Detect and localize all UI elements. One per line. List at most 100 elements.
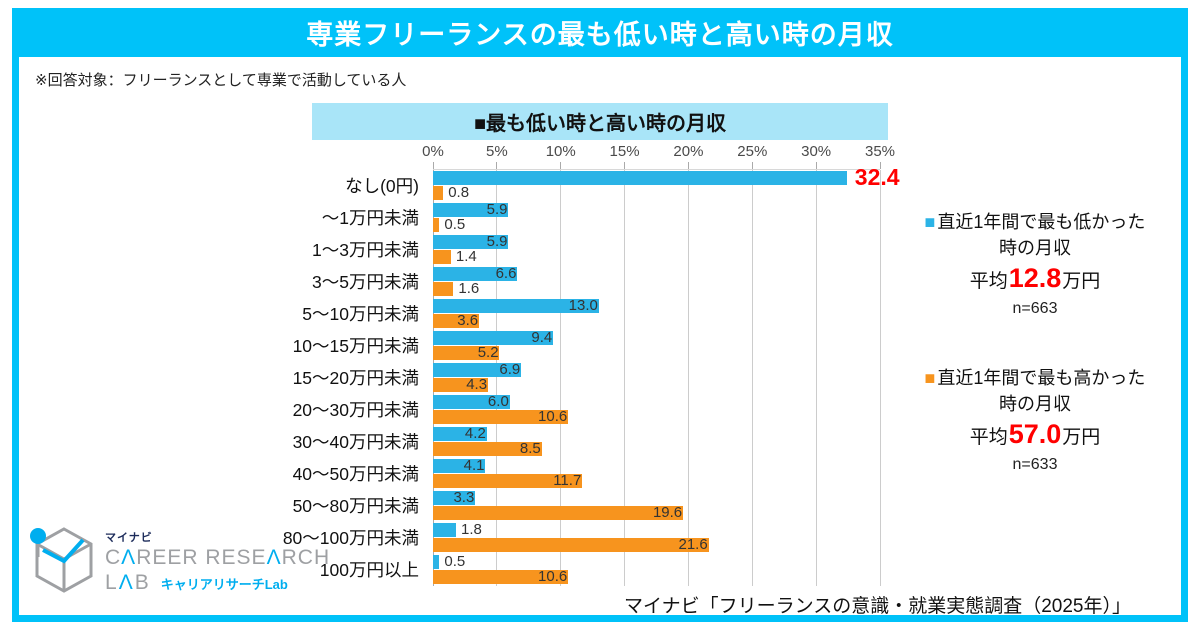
x-axis-label: 35% — [864, 143, 896, 160]
legend-low-marker-icon: ■ — [924, 212, 936, 232]
legend-highest-income: ■ 直近1年間で最も高かった 時の月収 平均57.0万円 n=633 — [889, 365, 1181, 475]
bar-group: 13.0 3.6 — [433, 297, 880, 329]
gridline — [496, 170, 498, 586]
bar-highest: 19.6 — [433, 503, 880, 521]
bar-lowest: 9.4 — [433, 328, 880, 346]
legend-high-average: 平均57.0万円 — [889, 417, 1181, 455]
value-label: 10.6 — [538, 567, 568, 585]
bar-fill — [433, 217, 440, 232]
bar-lowest: 5.9 — [433, 232, 880, 250]
bar-fill — [433, 441, 542, 456]
x-axis-label: 15% — [609, 143, 640, 160]
category-label: 5～10万円未満 — [302, 303, 419, 324]
bar-fill — [433, 281, 454, 296]
bar-highest: 21.6 — [433, 536, 880, 552]
category-label: 3～5万円未満 — [312, 271, 419, 292]
bar-highest: 10.6 — [433, 408, 880, 424]
legend-high-sample-size: n=633 — [1012, 456, 1058, 473]
bar-lowest: 13.0 — [433, 296, 880, 314]
legend-high-avg-value: 57.0 — [1008, 419, 1062, 449]
gridline — [815, 170, 817, 586]
bar-highest: 1.6 — [433, 280, 880, 296]
chart-row: 50～80万円未満 3.3 19.6 — [19, 489, 880, 521]
bar-group: 3.3 19.6 — [433, 489, 880, 521]
category-label: 80～100万円未満 — [282, 527, 419, 548]
bar-lowest: 0.5 — [433, 553, 880, 569]
legend-low-avg-value: 12.8 — [1008, 263, 1062, 293]
bar-fill — [433, 505, 684, 520]
bar-fill — [433, 537, 709, 552]
x-axis-label: 30% — [801, 143, 832, 160]
bar-lowest: 6.0 — [433, 393, 880, 409]
legend-high-line2: 時の月収 — [999, 394, 1071, 414]
content-area: ※回答対象：フリーランスとして専業で活動している人 ■最も低い時と高い時の月収 … — [19, 57, 1181, 617]
value-label: 6.9 — [499, 360, 521, 378]
bar-lowest: 1.8 — [433, 520, 880, 538]
career-research-lab-logo: マイナビ CΛREER RESEΛRCH LΛB キャリアリサーチLab — [29, 523, 330, 599]
logo-lab-row: LΛB キャリアリサーチLab — [105, 571, 330, 595]
bar-fill — [433, 554, 440, 569]
bar-lowest: 4.2 — [433, 425, 880, 441]
legend-high-marker-icon: ■ — [924, 368, 936, 388]
bar-fill — [433, 377, 488, 392]
logo-brand: マイナビ — [105, 532, 153, 544]
bar-group: 9.4 5.2 — [433, 329, 880, 361]
bar-fill — [433, 362, 522, 377]
bar-fill — [433, 394, 510, 409]
category-label: ～1万円未満 — [321, 207, 419, 228]
gridline — [560, 170, 562, 586]
logo-text: マイナビ CΛREER RESEΛRCH LΛB キャリアリサーチLab — [105, 523, 330, 595]
chart-row: 3～5万円未満 6.6 1.6 — [19, 265, 880, 297]
value-label: 9.4 — [531, 328, 553, 346]
bar-highest: 1.4 — [433, 248, 880, 264]
gridline — [879, 170, 881, 586]
x-axis-label: 5% — [486, 143, 508, 160]
x-axis-label: 20% — [673, 143, 704, 160]
bar-fill — [433, 473, 583, 488]
bar-group: 1.8 21.6 — [433, 521, 880, 553]
bar-group: 5.9 1.4 — [433, 233, 880, 265]
page-title: 専業フリーランスの最も低い時と高い時の月収 — [306, 20, 894, 50]
bar-chart: なし(0円) 32.4 0.8 ～1万円未満 5.9 0.5 1～3万円未満 5.9 1.4 3～… — [19, 165, 900, 586]
value-label: 13.0 — [568, 296, 598, 314]
gridline — [687, 170, 689, 586]
career-research-lab-logo-icon — [30, 527, 93, 593]
bar-group: 6.6 1.6 — [433, 265, 880, 297]
category-label: 20～30万円未満 — [292, 399, 419, 420]
legend-low-average: 平均12.8万円 — [889, 261, 1181, 299]
value-label: 32.4 — [854, 163, 900, 190]
chart-header-band: ■最も低い時と高い時の月収 — [312, 103, 888, 140]
value-label: 5.2 — [477, 343, 499, 361]
bar-lowest: 4.1 — [433, 457, 880, 473]
logo-letter: L — [105, 571, 119, 594]
bar-group: 4.2 8.5 — [433, 425, 880, 457]
value-label: 3.6 — [457, 311, 479, 329]
value-label: 1.8 — [460, 520, 482, 538]
x-axis-label: 25% — [737, 143, 768, 160]
category-label: 10～15万円未満 — [292, 335, 419, 356]
logo-subtitle: キャリアリサーチLab — [160, 576, 288, 592]
x-axis-tick — [879, 162, 881, 169]
value-label: 11.7 — [553, 471, 582, 489]
value-label: 19.6 — [652, 503, 683, 521]
bar-fill — [433, 409, 569, 424]
bar-fill — [433, 234, 509, 249]
x-axis-tick — [560, 162, 562, 169]
value-label: 6.6 — [495, 264, 517, 282]
category-label: 15～20万円未満 — [292, 367, 419, 388]
bar-highest: 3.6 — [433, 311, 880, 329]
logo-lab: LΛB — [105, 571, 151, 595]
value-label: 5.9 — [486, 232, 508, 250]
logo-letter-accent: Λ — [121, 546, 137, 569]
bar-fill — [433, 313, 479, 328]
legend-high-avg-suffix: 万円 — [1062, 427, 1101, 448]
chart-row: 5～10万円未満 13.0 3.6 — [19, 297, 880, 329]
legend-low-line2: 時の月収 — [999, 238, 1071, 258]
logo-letter-accent: Λ — [118, 571, 135, 594]
logo-letter: REER RESE — [136, 546, 267, 569]
value-label: 3.3 — [453, 488, 475, 506]
bar-fill — [433, 170, 847, 185]
legend-high-text1: 直近1年間で最も高かった — [937, 368, 1146, 388]
bar-lowest: 5.9 — [433, 201, 880, 217]
bar-highest: 4.3 — [433, 376, 880, 392]
